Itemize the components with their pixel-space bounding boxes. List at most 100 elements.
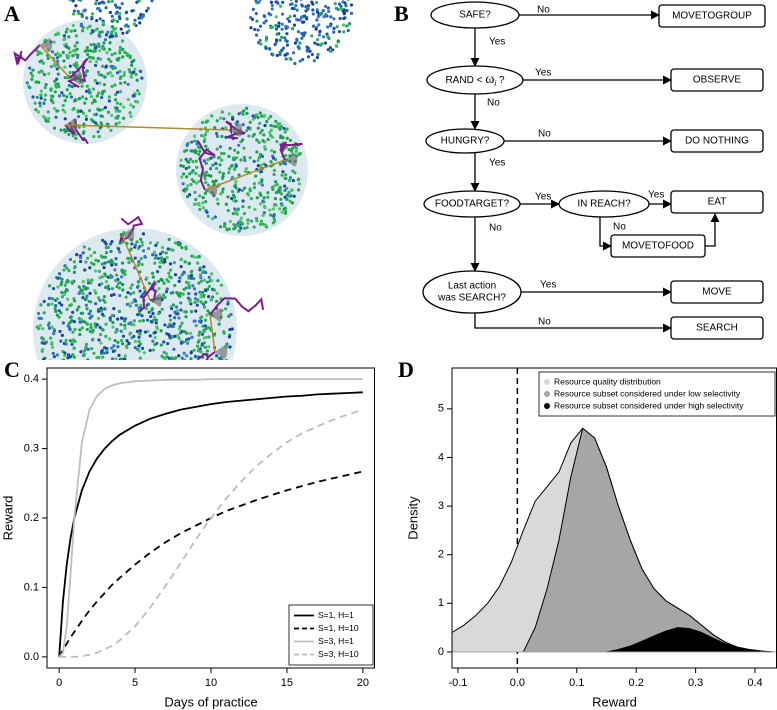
resource-dot	[169, 291, 173, 295]
resource-dot	[243, 226, 247, 231]
resource-dot	[52, 355, 56, 359]
resource-dot	[67, 132, 71, 137]
resource-dot	[248, 156, 252, 160]
resource-dot	[104, 279, 109, 284]
agent-link	[121, 234, 151, 301]
resource-dot	[118, 48, 122, 53]
resource-dot	[217, 322, 221, 326]
resource-dot	[112, 344, 116, 348]
resource-dot	[280, 173, 284, 177]
resource-dot	[113, 98, 118, 102]
resource-dot	[141, 232, 146, 236]
resource-dot	[63, 354, 67, 358]
resource-dot	[109, 249, 113, 254]
resource-dot	[198, 396, 201, 399]
resource-dot	[178, 294, 182, 298]
resource-dot	[110, 359, 113, 360]
resource-dot	[66, 297, 70, 301]
legend-label: Resource quality distribution	[554, 376, 661, 386]
resource-dot	[187, 160, 191, 164]
resource-dot	[74, 133, 79, 137]
resource-dot	[121, 288, 125, 292]
resource-dot	[284, 177, 288, 181]
resource-dot	[262, 14, 266, 18]
resource-dot	[67, 321, 71, 325]
resource-dot	[138, 21, 142, 25]
resource-dot	[274, 190, 278, 195]
resource-dot	[242, 211, 247, 216]
resource-dot	[200, 342, 204, 346]
resource-dot	[85, 26, 89, 30]
resource-dot	[90, 261, 94, 265]
simulation-view	[13, 0, 354, 421]
resource-dot	[277, 24, 281, 28]
resource-dot	[108, 318, 113, 322]
resource-dot	[122, 370, 125, 373]
resource-dot	[82, 245, 86, 249]
resource-dot	[139, 294, 144, 299]
resource-dot	[132, 70, 136, 74]
resource-dot	[268, 130, 272, 134]
resource-dot	[71, 12, 76, 16]
resource-dot	[89, 117, 94, 122]
resource-dot	[315, 0, 319, 5]
resource-dot	[50, 297, 54, 301]
resource-dot	[315, 55, 319, 60]
resource-dot	[119, 27, 123, 31]
resource-dot	[199, 279, 204, 283]
resource-dot	[201, 370, 204, 373]
resource-dot	[100, 327, 104, 331]
resource-dot	[287, 190, 291, 195]
resource-dot	[219, 360, 222, 363]
resource-dot	[75, 47, 79, 51]
resource-dot	[205, 313, 209, 317]
resource-dot	[148, 334, 152, 338]
resource-dot	[274, 125, 278, 129]
resource-dot	[311, 2, 315, 6]
resource-dot	[295, 39, 299, 43]
resource-dot	[315, 38, 320, 42]
resource-dot	[74, 64, 78, 68]
resource-dot	[295, 17, 299, 22]
resource-dot	[137, 384, 140, 387]
resource-dot	[63, 283, 67, 288]
series-line	[58, 378, 363, 658]
resource-dot	[187, 292, 191, 296]
resource-dot	[87, 312, 92, 316]
resource-dot	[164, 418, 167, 421]
resource-dot	[147, 246, 151, 251]
legend-label: S=1, H=10	[318, 623, 359, 633]
resource-dot	[196, 395, 199, 398]
resource-dot	[215, 354, 219, 358]
resource-dot	[80, 84, 84, 88]
plot-frame	[46, 367, 375, 669]
resource-dot	[67, 46, 71, 51]
resource-dot	[275, 53, 279, 57]
resource-dot	[138, 244, 142, 249]
resource-dot	[134, 411, 137, 414]
resource-dot	[84, 342, 89, 346]
resource-dot	[199, 276, 203, 280]
resource-dot	[66, 356, 70, 360]
resource-dot	[84, 260, 88, 264]
resource-dot	[79, 109, 83, 113]
resource-dot	[87, 55, 92, 59]
resource-dot	[287, 19, 292, 23]
resource-dot	[137, 16, 141, 20]
resource-dot	[171, 324, 175, 329]
resource-dot	[191, 284, 195, 288]
resource-dot	[273, 184, 277, 188]
resource-dot	[154, 318, 159, 322]
agent-view	[122, 228, 135, 242]
resource-dot	[163, 389, 166, 392]
resource-dot	[97, 380, 100, 383]
resource-dot	[103, 394, 106, 397]
resource-dot	[107, 95, 111, 99]
resource-dot	[210, 272, 214, 276]
resource-dot	[68, 84, 72, 88]
resource-dot	[93, 49, 97, 53]
edge-label: Yes	[540, 280, 556, 291]
resource-dot	[199, 391, 202, 394]
resource-dot	[103, 255, 107, 259]
resource-dot	[227, 170, 231, 175]
